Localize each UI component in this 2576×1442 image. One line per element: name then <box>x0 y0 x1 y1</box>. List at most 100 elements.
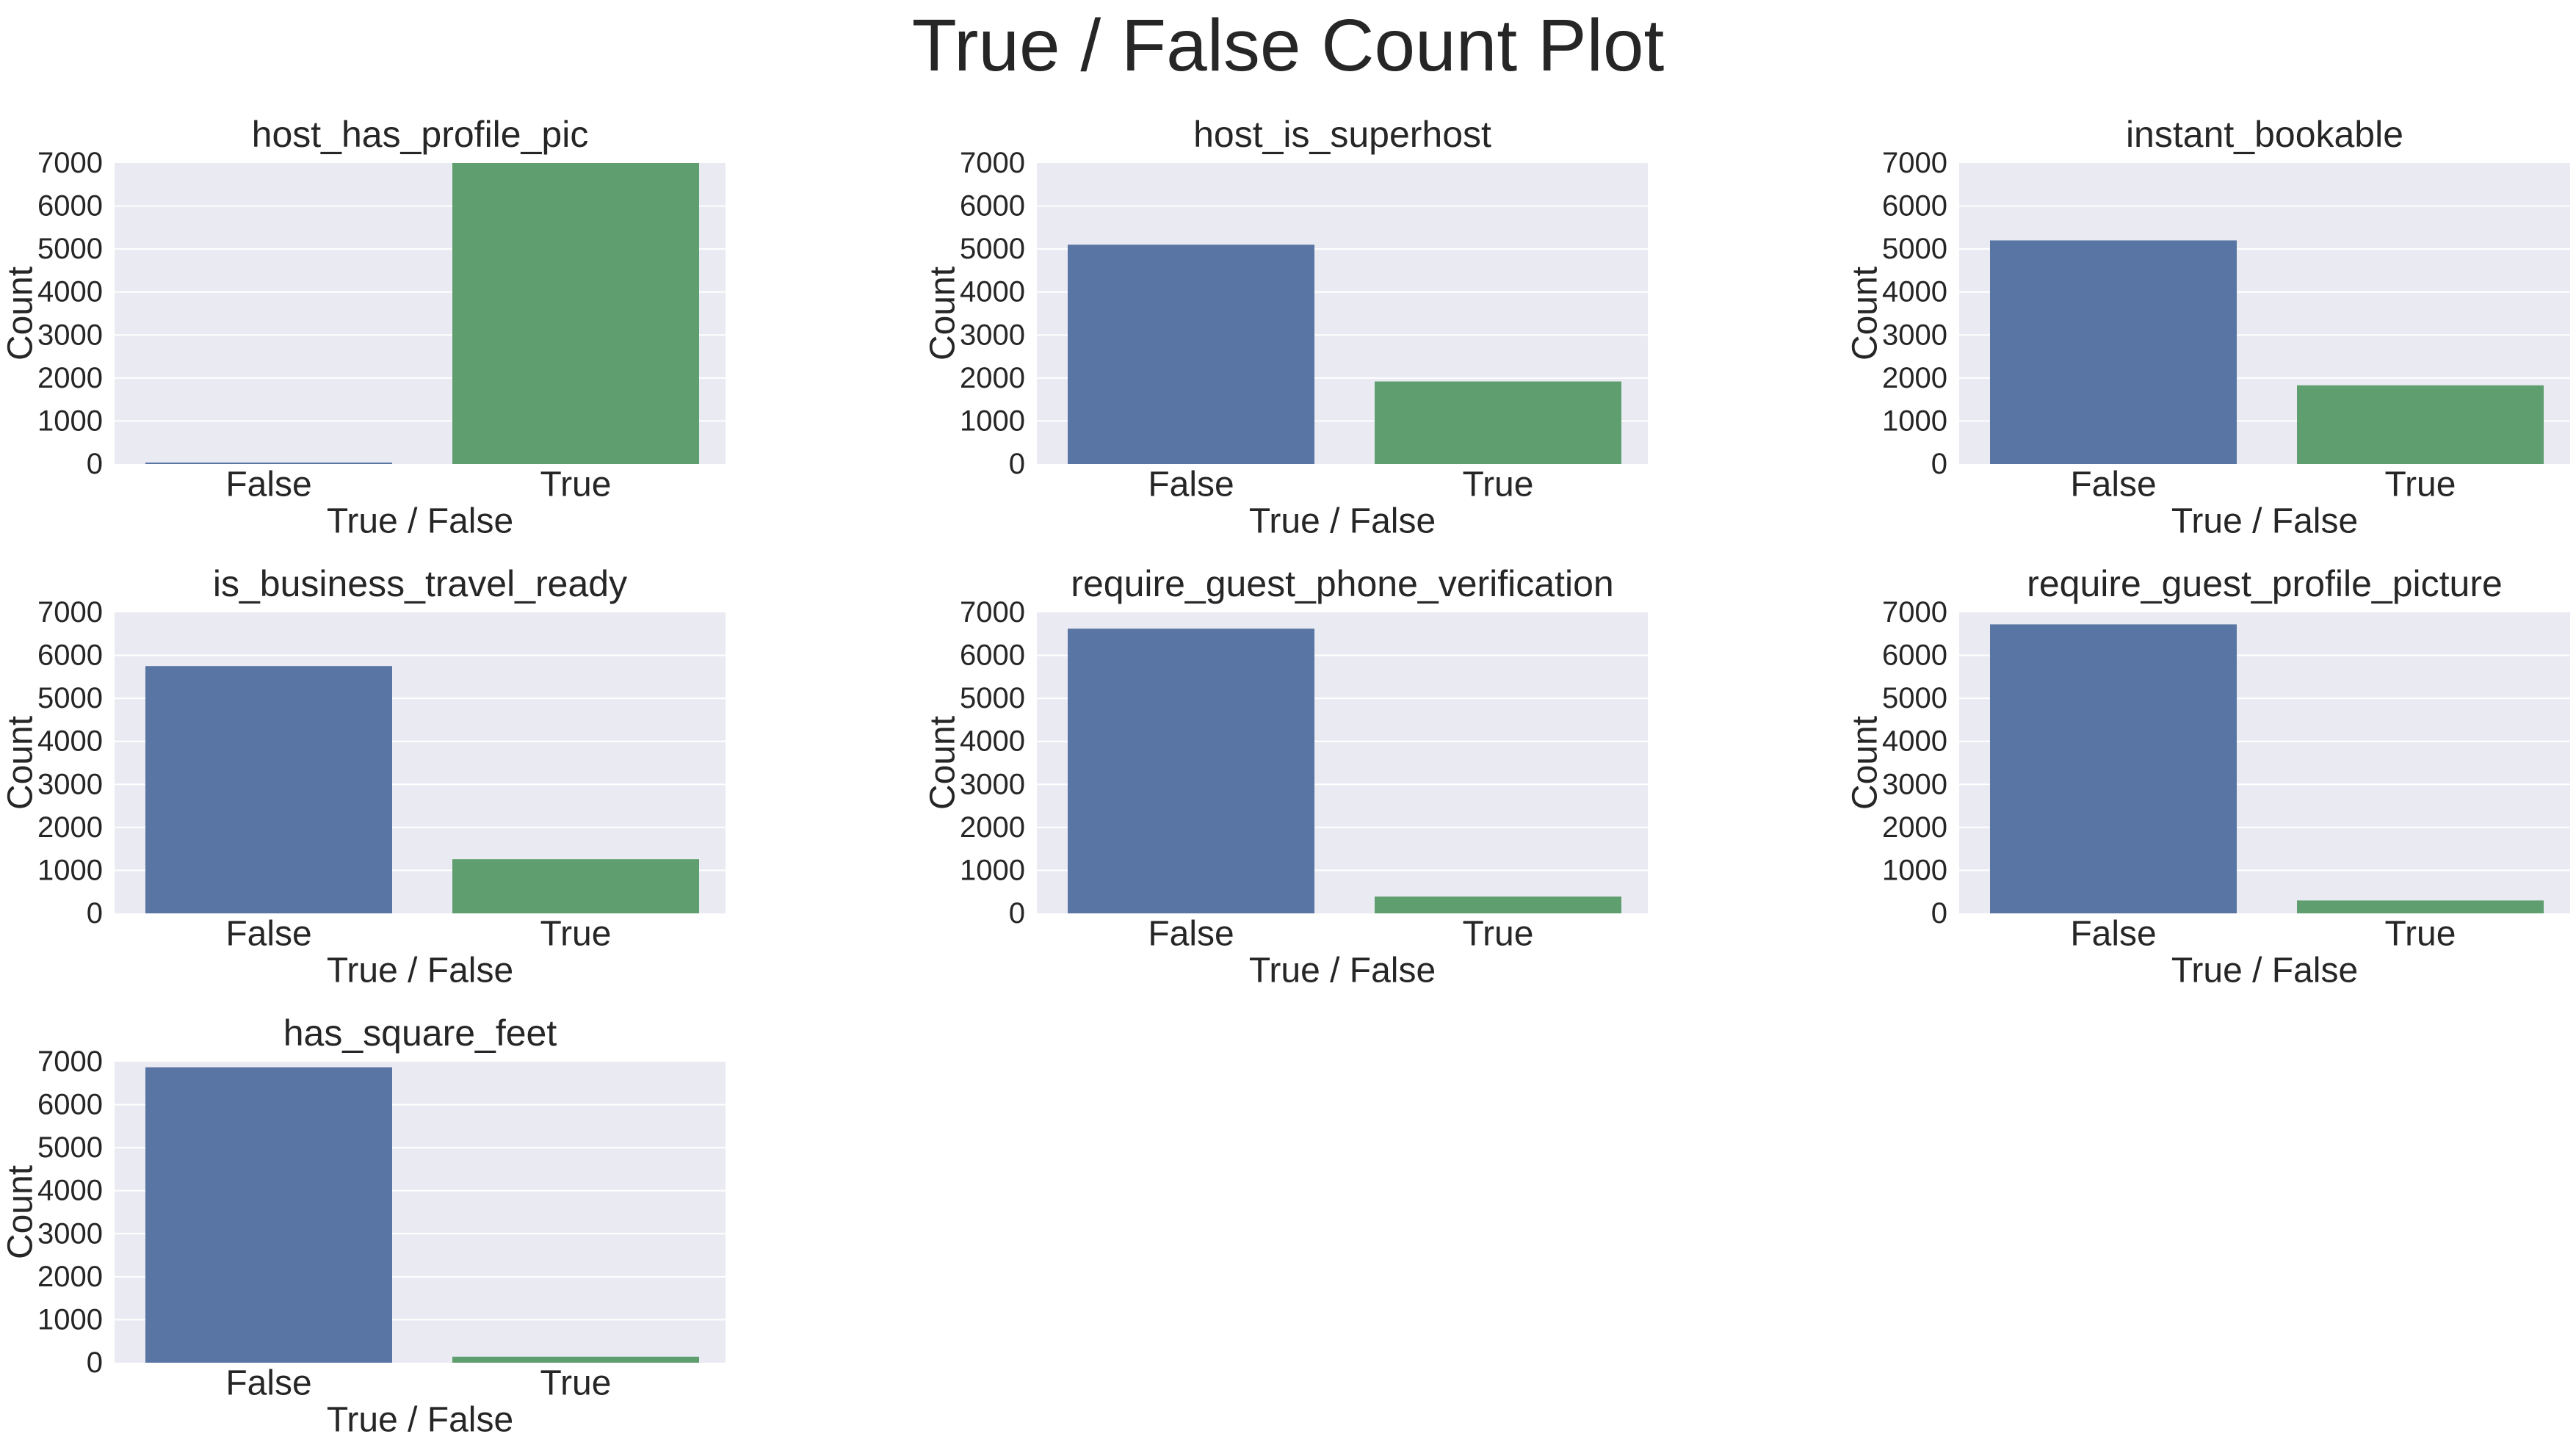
y-tick-label: 1000 <box>37 1303 103 1336</box>
y-axis-label: Count <box>1 716 40 810</box>
y-tick-label: 2000 <box>1882 362 1947 394</box>
subplot-has-square-feet: 0 1000 2000 3000 4000 5000 6000 7000 False True Tr… <box>1 1012 726 1440</box>
y-tick-label: 1000 <box>960 854 1025 886</box>
y-tick-label: 7000 <box>37 1046 103 1078</box>
y-axis-label: Count <box>924 267 963 360</box>
y-tick-label: 6000 <box>37 640 103 672</box>
bar-false <box>1990 240 2237 464</box>
x-tick-label: True <box>2385 915 2456 954</box>
x-tick-label: True <box>540 465 612 504</box>
bar-false <box>145 666 392 913</box>
x-axis-label: True / False <box>2171 952 2358 990</box>
y-axis-label: Count <box>1846 267 1885 360</box>
x-tick-label: False <box>1148 465 1234 504</box>
subplot-title: has_square_feet <box>283 1012 557 1054</box>
subplot-require-guest-profile-picture: 0 1000 2000 3000 4000 5000 6000 7000 False True Tr… <box>1846 563 2570 990</box>
bar-true <box>452 163 699 464</box>
x-tick-label: False <box>2070 915 2156 954</box>
y-tick-label: 5000 <box>37 682 103 714</box>
bar-false <box>145 463 392 464</box>
y-tick-label: 0 <box>1009 897 1025 930</box>
y-tick-label: 4000 <box>1882 276 1947 308</box>
y-tick-label: 4000 <box>37 725 103 758</box>
y-tick-label: 0 <box>87 448 103 480</box>
y-tick-label: 5000 <box>960 682 1025 714</box>
y-tick-label: 6000 <box>1882 190 1947 222</box>
y-tick-label: 4000 <box>37 1175 103 1207</box>
y-tick-label: 3000 <box>960 768 1025 800</box>
subplot-title: require_guest_profile_picture <box>2027 563 2503 604</box>
y-tick-label: 6000 <box>37 190 103 222</box>
y-tick-label: 1000 <box>960 405 1025 437</box>
y-tick-label: 7000 <box>960 147 1025 179</box>
x-axis-label: True / False <box>2171 502 2358 541</box>
x-tick-label: True <box>1463 465 1534 504</box>
y-tick-label: 4000 <box>960 276 1025 308</box>
y-tick-label: 0 <box>1009 448 1025 480</box>
y-tick-label: 3000 <box>37 768 103 800</box>
y-tick-label: 5000 <box>960 233 1025 265</box>
bar-true <box>2297 900 2544 913</box>
y-tick-label: 5000 <box>37 1131 103 1164</box>
subplot-require-guest-phone-verification: 0 1000 2000 3000 4000 5000 6000 7000 False True Tr… <box>924 563 1648 990</box>
y-tick-label: 2000 <box>960 362 1025 394</box>
x-tick-label: False <box>225 915 311 954</box>
y-tick-label: 2000 <box>960 811 1025 844</box>
x-tick-label: False <box>225 1364 311 1403</box>
bar-true <box>1375 381 1621 464</box>
y-axis-label: Count <box>1 267 40 360</box>
y-tick-label: 1000 <box>1882 854 1947 886</box>
y-tick-label: 6000 <box>960 190 1025 222</box>
y-tick-label: 7000 <box>37 147 103 179</box>
x-axis-label: True / False <box>1249 502 1436 541</box>
y-tick-label: 5000 <box>37 233 103 265</box>
y-tick-label: 3000 <box>1882 319 1947 351</box>
y-tick-label: 0 <box>1931 897 1947 930</box>
y-tick-label: 3000 <box>1882 768 1947 800</box>
subplot-title: require_guest_phone_verification <box>1071 563 1613 604</box>
subplot-host-is-superhost: 0 1000 2000 3000 4000 5000 6000 7000 False True Tr… <box>924 114 1648 541</box>
bar-true <box>2297 385 2544 464</box>
y-tick-label: 6000 <box>37 1089 103 1121</box>
x-axis-label: True / False <box>327 1401 513 1440</box>
y-tick-label: 4000 <box>37 276 103 308</box>
y-tick-label: 2000 <box>37 362 103 394</box>
bar-false <box>1068 628 1314 913</box>
bar-true <box>452 1356 699 1363</box>
y-tick-label: 5000 <box>1882 682 1947 714</box>
bar-false <box>1990 624 2237 913</box>
subplot-host-has-profile-pic: 0 1000 2000 3000 4000 5000 6000 7000 False True Tr… <box>1 114 726 541</box>
y-tick-label: 6000 <box>960 640 1025 672</box>
x-tick-label: True <box>540 1364 612 1403</box>
y-tick-label: 1000 <box>37 854 103 886</box>
y-axis-label: Count <box>924 716 963 810</box>
bar-false <box>1068 244 1314 464</box>
y-tick-label: 3000 <box>37 1217 103 1250</box>
y-tick-label: 0 <box>87 1347 103 1379</box>
x-tick-label: False <box>2070 465 2156 504</box>
y-tick-label: 2000 <box>37 1261 103 1293</box>
figure-suptitle: True / False Count Plot <box>911 4 1665 87</box>
y-axis-label: Count <box>1846 716 1885 810</box>
y-tick-label: 4000 <box>960 725 1025 758</box>
y-tick-label: 1000 <box>1882 405 1947 437</box>
y-tick-label: 1000 <box>37 405 103 437</box>
subplot-is-business-travel-ready: 0 1000 2000 3000 4000 5000 6000 7000 False True Tr… <box>1 563 726 990</box>
x-axis-label: True / False <box>1249 952 1436 990</box>
y-tick-label: 4000 <box>1882 725 1947 758</box>
y-tick-label: 6000 <box>1882 640 1947 672</box>
y-tick-label: 0 <box>1931 448 1947 480</box>
y-tick-label: 2000 <box>37 811 103 844</box>
x-tick-label: True <box>540 915 612 954</box>
y-tick-label: 3000 <box>960 319 1025 351</box>
x-axis-label: True / False <box>327 952 513 990</box>
bar-true <box>452 859 699 913</box>
subplot-title: host_has_profile_pic <box>252 114 589 155</box>
x-tick-label: True <box>1463 915 1534 954</box>
subplot-title: is_business_travel_ready <box>213 563 627 604</box>
x-tick-label: False <box>1148 915 1234 954</box>
subplot-title: host_is_superhost <box>1193 114 1491 155</box>
y-tick-label: 2000 <box>1882 811 1947 844</box>
y-tick-label: 7000 <box>1882 596 1947 628</box>
